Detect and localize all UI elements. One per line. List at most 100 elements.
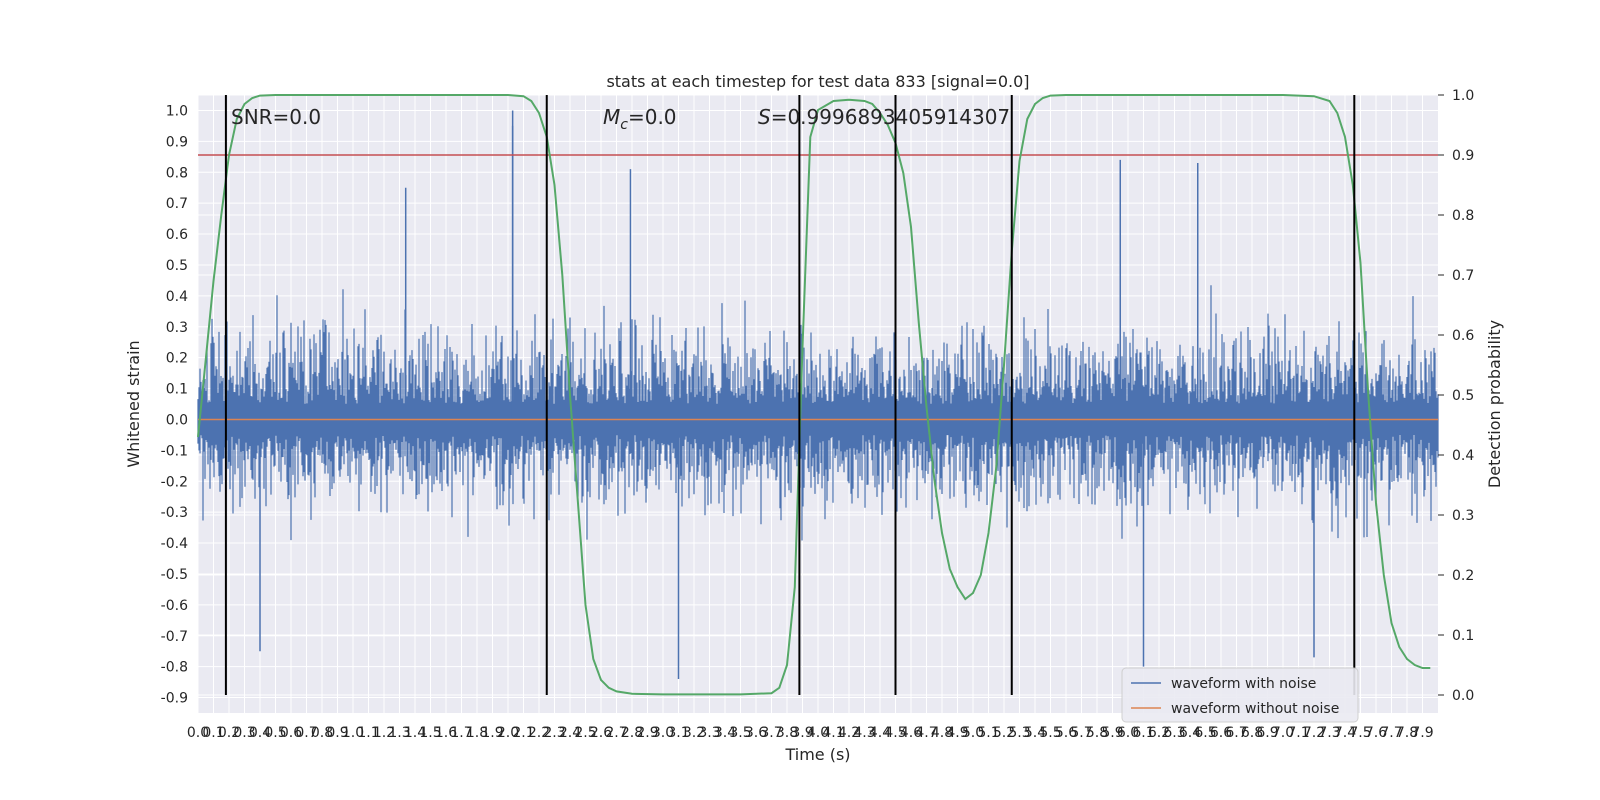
x-tick-label: 6.3	[1163, 725, 1185, 741]
x-tick-label: 3.0	[652, 725, 674, 741]
y2-tick-label: 0.0	[1452, 688, 1474, 704]
x-tick-label: 4.7	[915, 725, 937, 741]
y-tick-label: 0.4	[166, 289, 188, 305]
x-tick-label: 1.5	[419, 725, 441, 741]
x-tick-label: 6.1	[1132, 725, 1154, 741]
x-tick-label: 1.9	[481, 725, 503, 741]
x-tick-label: 5.3	[1008, 725, 1030, 741]
x-tick-label: 2.3	[543, 725, 565, 741]
x-tick-label: 2.6	[590, 725, 612, 741]
x-tick-label: 4.1	[822, 725, 844, 741]
x-tick-label: 3.7	[760, 725, 782, 741]
chart-title: stats at each timestep for test data 833…	[606, 72, 1029, 91]
y-tick-label: -0.4	[161, 536, 188, 552]
x-tick-label: 1.1	[357, 725, 379, 741]
x-tick-label: 0.2	[218, 725, 240, 741]
y-tick-label: 0.1	[166, 382, 188, 398]
x-tick-label: 2.9	[636, 725, 658, 741]
x-tick-label: 7.5	[1349, 725, 1371, 741]
y-tick-label: -0.5	[161, 567, 188, 583]
x-tick-label: 1.8	[466, 725, 488, 741]
x-tick-label: 1.6	[435, 725, 457, 741]
tick-labels: -0.9-0.8-0.7-0.6-0.5-0.4-0.3-0.2-0.10.00…	[161, 88, 1475, 741]
y-axis-label: Whitened strain	[124, 340, 143, 467]
x-tick-label: 4.8	[931, 725, 953, 741]
y-tick-label: 0.2	[166, 351, 188, 367]
y-tick-label: 0.5	[166, 258, 188, 274]
x-tick-label: 7.9	[1411, 725, 1433, 741]
x-tick-label: 0.0	[187, 725, 209, 741]
x-tick-label: 6.5	[1194, 725, 1216, 741]
y-tick-label: -0.1	[161, 443, 188, 459]
x-tick-label: 0.3	[233, 725, 255, 741]
snr-annotation: SNR=0.0	[231, 105, 321, 129]
x-tick-label: 3.4	[714, 725, 736, 741]
x-tick-label: 7.0	[1272, 725, 1294, 741]
x-tick-label: 2.4	[559, 725, 581, 741]
x-tick-label: 1.7	[450, 725, 472, 741]
x-tick-label: 3.2	[683, 725, 705, 741]
y-tick-label: -0.3	[161, 505, 188, 521]
y-tick-label: 0.0	[166, 412, 188, 428]
y-tick-label: 1.0	[166, 103, 188, 119]
x-tick-label: 1.4	[404, 725, 426, 741]
x-tick-label: 5.8	[1086, 725, 1108, 741]
x-tick-label: 2.7	[605, 725, 627, 741]
s-annotation-value: =0.9996893405914307	[771, 105, 1010, 129]
x-tick-label: 3.5	[729, 725, 751, 741]
x-tick-label: 5.9	[1101, 725, 1123, 741]
x-tick-label: 3.1	[667, 725, 689, 741]
y2-tick-label: 0.1	[1452, 628, 1474, 644]
y-tick-label: -0.6	[161, 598, 188, 614]
y2-tick-label: 0.9	[1452, 148, 1474, 164]
x-tick-label: 7.4	[1334, 725, 1356, 741]
y2-tick-label: 0.2	[1452, 568, 1474, 584]
x-tick-label: 0.8	[311, 725, 333, 741]
x-tick-label: 3.6	[745, 725, 767, 741]
y2-tick-label: 0.3	[1452, 508, 1474, 524]
noise-waveform-trace	[197, 285, 1439, 541]
legend-label-clean: waveform without noise	[1171, 701, 1339, 717]
x-tick-label: 1.2	[373, 725, 395, 741]
x-tick-label: 2.0	[497, 725, 519, 741]
x-tick-label: 6.8	[1241, 725, 1263, 741]
mc-annotation: Mc=0.0	[603, 105, 677, 133]
y-tick-label: -0.2	[161, 474, 188, 490]
x-tick-label: 5.4	[1024, 725, 1046, 741]
x-tick-label: 3.8	[776, 725, 798, 741]
x-tick-label: 2.2	[528, 725, 550, 741]
x-tick-label: 5.7	[1070, 725, 1092, 741]
legend-label-noise: waveform with noise	[1171, 676, 1316, 692]
x-tick-label: 1.3	[388, 725, 410, 741]
y2-tick-label: 0.7	[1452, 268, 1474, 284]
x-tick-label: 3.9	[791, 725, 813, 741]
detection-markers	[224, 95, 1356, 695]
x-tick-label: 7.1	[1287, 725, 1309, 741]
x-tick-label: 7.3	[1318, 725, 1340, 741]
x-tick-label: 0.4	[249, 725, 271, 741]
x-tick-label: 6.9	[1256, 725, 1278, 741]
x-tick-label: 5.2	[993, 725, 1015, 741]
x-tick-label: 6.2	[1148, 725, 1170, 741]
x-tick-label: 7.2	[1303, 725, 1325, 741]
y-tick-label: 0.8	[166, 165, 188, 181]
y-tick-label: 0.3	[166, 320, 188, 336]
y2-tick-label: 0.4	[1452, 448, 1474, 464]
x-tick-label: 7.6	[1365, 725, 1387, 741]
x-tick-label: 2.8	[621, 725, 643, 741]
legend: waveform with noise waveform without noi…	[1121, 667, 1359, 723]
legend-box	[1121, 667, 1359, 723]
y2-tick-label: 1.0	[1452, 88, 1474, 104]
series-layer	[197, 94, 1438, 696]
x-tick-label: 3.3	[698, 725, 720, 741]
x-tick-label: 2.5	[574, 725, 596, 741]
x-tick-label: 6.0	[1117, 725, 1139, 741]
detection-probability-line	[197, 94, 1431, 696]
x-tick-label: 1.0	[342, 725, 364, 741]
y-tick-label: -0.9	[161, 691, 188, 707]
x-tick-label: 7.8	[1396, 725, 1418, 741]
x-tick-label: 0.9	[326, 725, 348, 741]
x-tick-label: 5.6	[1055, 725, 1077, 741]
x-tick-label: 4.4	[869, 725, 891, 741]
